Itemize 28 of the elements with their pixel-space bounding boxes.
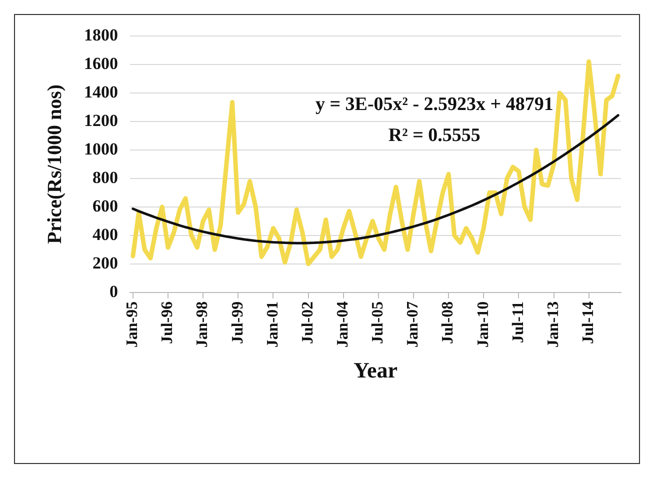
annotation: y = 3E-05x² - 2.5923x + 48791 [315,94,554,116]
x-axis-title: Year [354,357,398,382]
y-tick-label: 400 [92,224,118,244]
y-tick-label: 1000 [84,139,118,158]
y-tick-label: 1600 [84,54,118,73]
x-tick-label: Jan-13 [544,301,562,348]
x-tick-label: Jul-05 [370,301,387,344]
x-tick-label: Jan-07 [404,301,422,348]
y-tick-label: 0 [110,282,118,301]
x-tick-label: Jan-10 [474,301,492,348]
x-tick-label: Jul-99 [229,301,246,344]
y-tick-label: 1400 [84,82,118,102]
x-tick-label: Jul-02 [299,301,316,344]
x-tick-label: Jul-08 [440,301,457,344]
y-tick-label: 600 [92,196,118,216]
x-tick-label: Jul-96 [159,301,176,344]
x-tick-label: Jan-98 [194,301,212,348]
x-tick-label: Jul-14 [580,301,597,344]
x-tick-label: Jan-95 [124,301,142,348]
y-tick-label: 800 [92,168,118,187]
x-tick-label: Jul-11 [510,301,527,344]
annotation: R² = 0.5555 [388,124,480,146]
x-tick-label: Jan-01 [264,301,282,348]
y-tick-label: 1200 [84,110,118,130]
y-axis-title: Price(Rs/1000 nos) [44,84,66,244]
x-tick-label: Jan-04 [334,301,352,348]
y-tick-label: 1800 [84,25,118,44]
y-tick-label: 200 [92,253,118,272]
